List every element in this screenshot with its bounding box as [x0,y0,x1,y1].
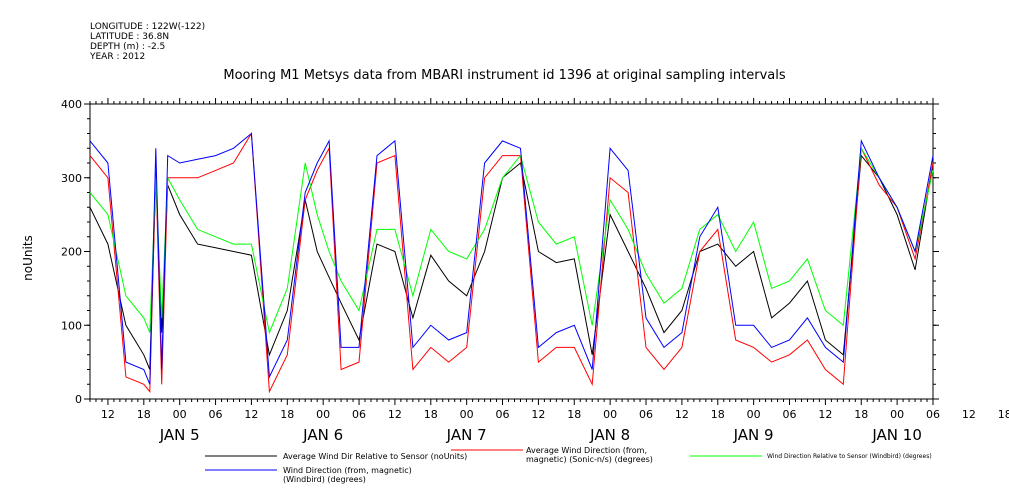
x-day-label: JAN 5 [159,426,200,444]
year-text: YEAR : 2012 [90,52,146,62]
x-day-label: JAN 10 [871,426,922,444]
axes: 0 100 200 300 400 12 18 00 06 12 18 00 06 12 18 00 06 12 1… [61,98,1009,444]
x-day-label: JAN 8 [589,426,630,444]
x-hour-label: 06 [352,408,366,421]
x-hour-label: 00 [173,408,187,421]
series-line-3 [89,132,934,385]
x-hour-label: 18 [711,408,725,421]
x-hour-label: 18 [567,408,581,421]
x-hour-label: 12 [675,408,689,421]
y-tick-label: 0 [75,393,82,406]
x-hour-label: 12 [101,408,115,421]
x-hour-label: 12 [388,408,402,421]
x-hour-label: 12 [818,408,832,421]
x-hour-label: 18 [998,408,1009,421]
x-hour-label: 06 [926,408,940,421]
legend-label-red: Average Wind Direction (from, magnetic) … [526,446,653,464]
x-hour-label: 06 [209,408,223,421]
chart-title: Mooring M1 Metsys data from MBARI instru… [223,68,786,83]
x-day-label: JAN 9 [733,426,774,444]
x-hour-label: 00 [890,408,904,421]
depth-text: DEPTH (m) : -2.5 [90,42,166,52]
x-hour-label: 18 [280,408,294,421]
x-hour-label: 06 [783,408,797,421]
x-hour-label: 12 [962,408,976,421]
legend-label-blue: Wind Direction (from, magnetic) (Windbir… [283,466,412,484]
legend-label-black: Average Wind Dir Relative to Sensor (noU… [283,452,468,461]
x-hour-label: 18 [854,408,868,421]
x-day-label: JAN 6 [302,426,343,444]
x-hour-label: 06 [639,408,653,421]
latitude-text: LATITUDE : 36.8N [90,32,170,42]
plot-area [89,131,934,394]
x-hour-label: 12 [244,408,258,421]
y-tick-label: 400 [61,98,82,111]
series-line-1 [89,131,934,394]
legend-label-green: Wind Direction Relative to Sensor (Windb… [767,453,932,460]
x-hour-label: 12 [531,408,545,421]
x-day-label: JAN 7 [446,426,487,444]
x-hour-label: 00 [747,408,761,421]
series-line-2 [89,146,934,335]
y-tick-label: 100 [61,319,82,332]
x-hour-label: 18 [424,408,438,421]
plot-frame [89,103,934,400]
legend [205,449,762,471]
longitude-text: LONGITUDE : 122W(-122) [90,22,206,32]
x-hour-label: 06 [496,408,510,421]
x-hour-label: 00 [316,408,330,421]
x-hour-label: 18 [137,408,151,421]
x-hour-label: 00 [603,408,617,421]
y-tick-label: 300 [61,172,82,185]
x-hour-label: 00 [460,408,474,421]
series-line-0 [89,154,934,370]
y-tick-label: 200 [61,246,82,259]
